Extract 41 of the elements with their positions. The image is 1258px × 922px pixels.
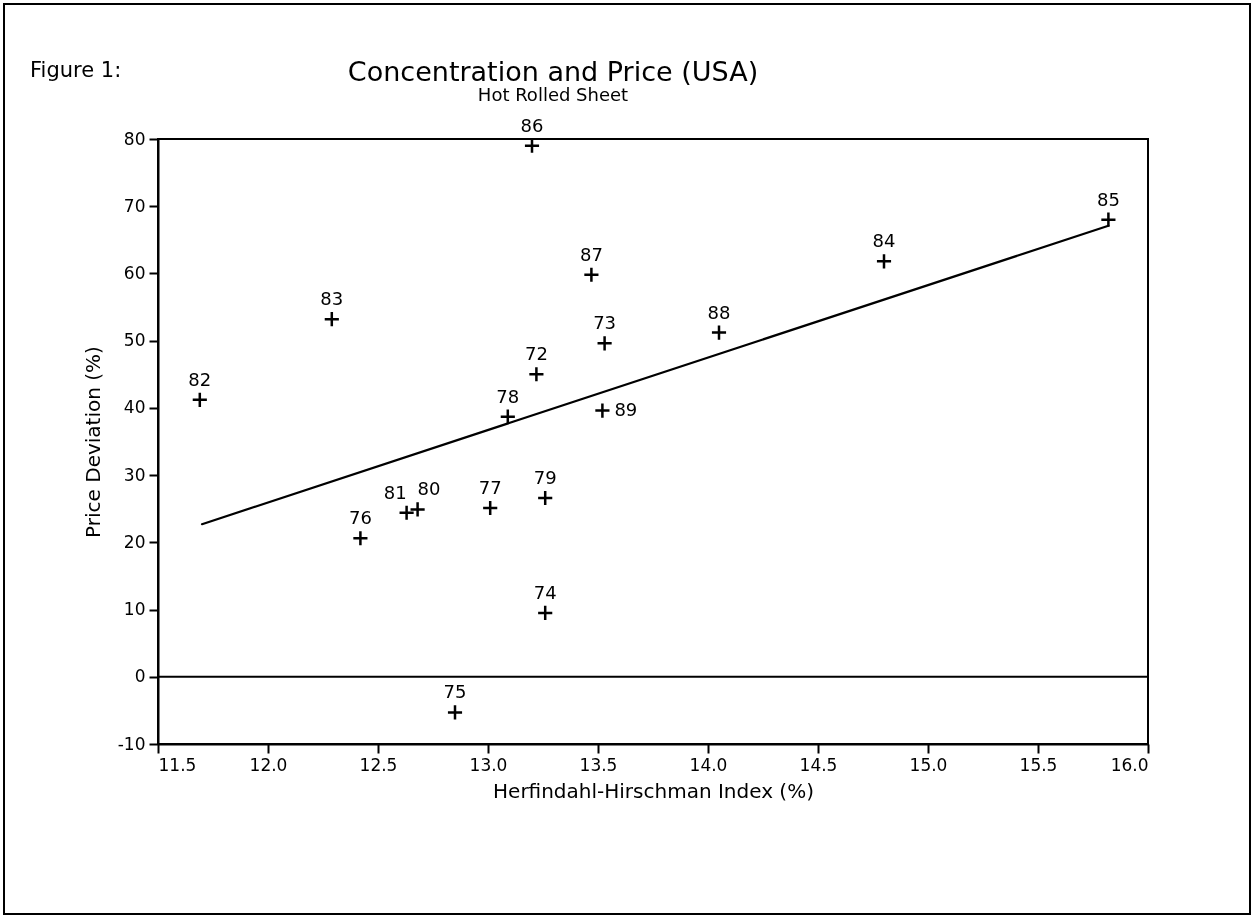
annotation: 85 [1096, 188, 1120, 210]
annotation: 88 [707, 301, 731, 323]
x-tick-label: 13.5 [579, 754, 618, 775]
x-axis-title: Herfindahl-Hirschman Index (%) [493, 778, 814, 803]
x-tick-label: 12.0 [249, 754, 288, 775]
x-tick-label: 14.5 [799, 754, 838, 775]
y-tick-label: 70 [123, 195, 146, 216]
annotation: 80 [417, 478, 441, 500]
annotation: 73 [593, 312, 617, 334]
annotation: 82 [188, 368, 212, 390]
annotation: 74 [533, 581, 557, 603]
annotation: 87 [579, 243, 603, 265]
annotation: 81 [383, 481, 407, 503]
y-tick-label: 60 [123, 262, 146, 283]
annotation: 89 [614, 398, 638, 420]
annotation: 77 [478, 477, 502, 499]
annotation: 79 [533, 466, 557, 488]
annotation: 78 [496, 385, 520, 407]
y-tick-label: 30 [123, 464, 146, 485]
x-tick-label: 13.0 [469, 754, 508, 775]
x-tick-label: 12.5 [359, 754, 398, 775]
y-axis-title: Price Deviation (%) [80, 346, 105, 538]
x-tick-label: 15.5 [1019, 754, 1058, 775]
x-tick-label: 15.0 [909, 754, 948, 775]
annotation: 84 [872, 230, 896, 252]
y-tick-label: 0 [134, 666, 146, 687]
y-tick-label: 40 [123, 397, 146, 418]
annotation: 83 [320, 288, 344, 310]
y-tick-label: 80 [123, 128, 146, 149]
annotation: 72 [524, 343, 548, 365]
x-tick-label: 16.0 [1110, 754, 1149, 775]
annotation: 75 [443, 681, 467, 703]
y-tick-label: 20 [123, 531, 146, 552]
annotation: 86 [520, 114, 544, 136]
y-tick-label: 10 [123, 599, 146, 620]
x-tick-label: 14.0 [689, 754, 728, 775]
x-tick-label: 11.5 [158, 754, 197, 775]
annotation: 76 [348, 507, 372, 529]
y-tick-label: -10 [117, 733, 146, 754]
caption: Figure 1: [30, 58, 122, 82]
y-tick-label: 50 [123, 330, 146, 351]
